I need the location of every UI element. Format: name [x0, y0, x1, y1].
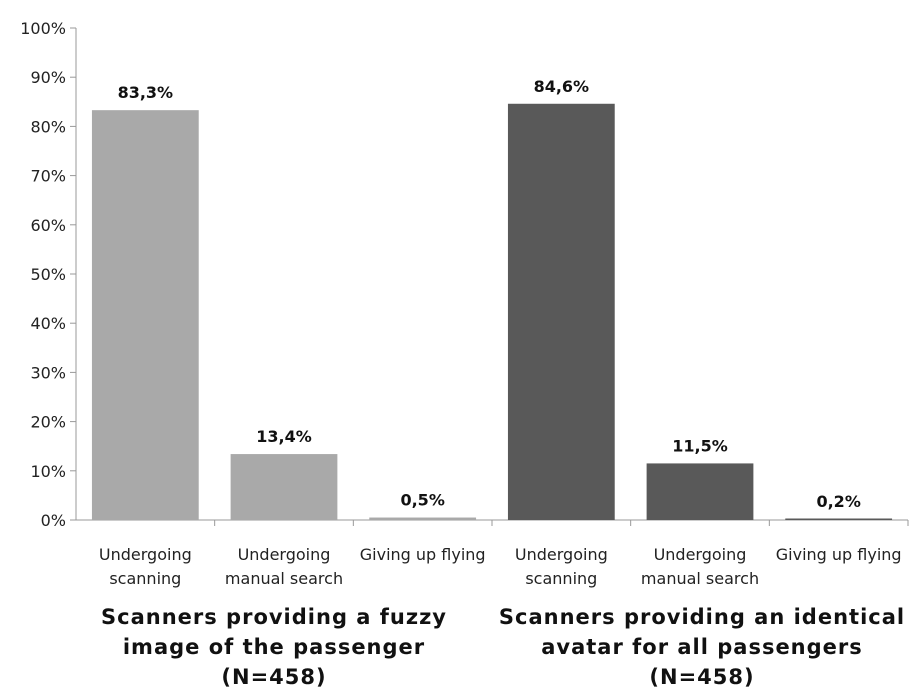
data-label: 0,2% — [816, 492, 860, 511]
bar — [230, 454, 338, 520]
group-label: avatar for all passengers — [541, 635, 863, 659]
bar — [507, 103, 615, 520]
x-category-label: manual search — [641, 569, 759, 588]
group-label: (N=458) — [649, 665, 754, 689]
bar — [785, 518, 893, 520]
group-label: (N=458) — [221, 665, 326, 689]
y-tick-label: 50% — [30, 265, 66, 284]
y-tick-label: 70% — [30, 167, 66, 186]
y-tick-label: 0% — [41, 511, 66, 530]
bar — [91, 110, 199, 520]
y-tick-label: 30% — [30, 363, 66, 382]
y-tick-label: 100% — [20, 19, 66, 38]
data-label: 11,5% — [672, 436, 728, 455]
data-label: 0,5% — [400, 491, 444, 510]
y-tick-label: 60% — [30, 216, 66, 235]
x-category-label: Giving up flying — [360, 545, 486, 564]
y-tick-label: 40% — [30, 314, 66, 333]
data-label: 13,4% — [256, 427, 312, 446]
bar — [646, 463, 754, 520]
y-tick-label: 90% — [30, 68, 66, 87]
y-tick-label: 80% — [30, 117, 66, 136]
x-category-label: Undergoing — [99, 545, 192, 564]
x-category-label: scanning — [525, 569, 597, 588]
x-category-label: scanning — [109, 569, 181, 588]
y-tick-label: 20% — [30, 413, 66, 432]
data-label: 84,6% — [534, 77, 590, 96]
x-category-label: Undergoing — [238, 545, 331, 564]
x-category-label: manual search — [225, 569, 343, 588]
x-category-label: Undergoing — [654, 545, 747, 564]
x-category-label: Giving up flying — [776, 545, 902, 564]
bar — [369, 517, 477, 520]
group-label: image of the passenger — [123, 635, 425, 659]
group-label: Scanners providing an identical — [499, 605, 905, 629]
y-tick-label: 10% — [30, 462, 66, 481]
group-label: Scanners providing a fuzzy — [101, 605, 447, 629]
x-category-label: Undergoing — [515, 545, 608, 564]
data-label: 83,3% — [118, 83, 174, 102]
